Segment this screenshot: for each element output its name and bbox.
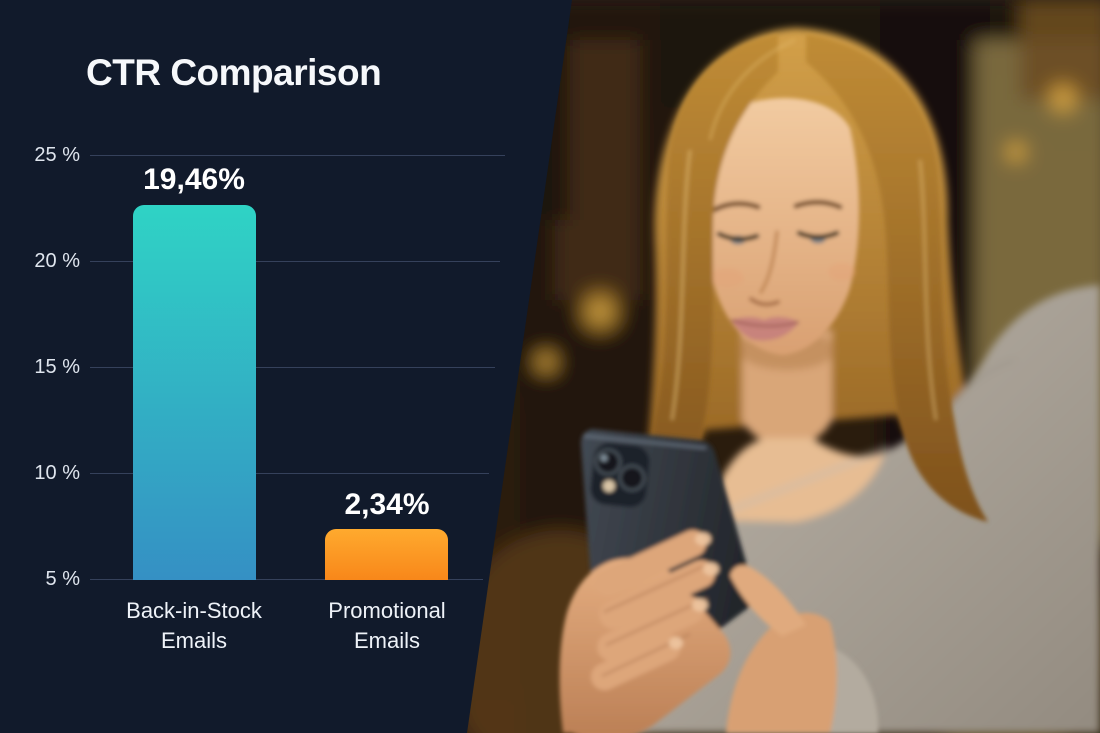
sweater <box>628 285 1100 733</box>
category-label-promotional: Promotional Emails <box>328 598 446 653</box>
gridline <box>90 473 489 474</box>
value-label-back-in-stock: 19,46% <box>143 163 245 196</box>
y-axis-tick: 20 % <box>34 250 80 272</box>
mouth-line <box>730 319 800 328</box>
lips <box>731 316 799 341</box>
camera-lens-bottom <box>618 464 646 492</box>
hair-highlight-top <box>708 38 796 141</box>
hair-highlight-left <box>670 149 692 421</box>
nostrils <box>749 297 780 307</box>
nose <box>759 230 779 294</box>
chest <box>705 438 885 522</box>
front-hair-right <box>806 34 988 522</box>
gridline <box>90 579 483 580</box>
y-axis-tick: 15 % <box>34 356 80 378</box>
camera-lens-top <box>594 448 622 476</box>
y-axis-tick: 10 % <box>34 462 80 484</box>
gridline <box>90 155 505 156</box>
eyebrow-right <box>793 199 843 210</box>
lens-glint <box>600 454 608 462</box>
blush-right <box>828 263 856 281</box>
bar-promotional <box>325 529 448 580</box>
left-thumb <box>730 565 806 636</box>
woman-figure <box>620 28 1100 733</box>
left-wrist <box>726 612 837 733</box>
gridline <box>90 261 500 262</box>
category-label-back-in-stock: Back-in-Stock Emails <box>126 598 262 653</box>
eye-right <box>796 230 840 240</box>
eyebrow-left <box>711 201 761 213</box>
y-axis-tick: 5 % <box>45 568 80 590</box>
blush-left <box>710 268 744 288</box>
face <box>705 97 859 355</box>
value-label-promotional: 2,34% <box>344 488 430 521</box>
camera-flash <box>603 480 615 492</box>
y-axis-tick: 25 % <box>34 144 80 166</box>
front-hair-left <box>620 34 778 528</box>
gridline <box>90 367 495 368</box>
phone-top-rim <box>583 434 707 450</box>
bar-back-in-stock <box>133 205 256 580</box>
phone-and-hands <box>559 429 879 733</box>
collar-ribbing <box>698 444 890 526</box>
eye-left <box>716 231 760 242</box>
hair-highlight-right <box>918 159 938 421</box>
fingernails <box>669 532 719 649</box>
chart-title: CTR Comparison <box>86 52 382 93</box>
